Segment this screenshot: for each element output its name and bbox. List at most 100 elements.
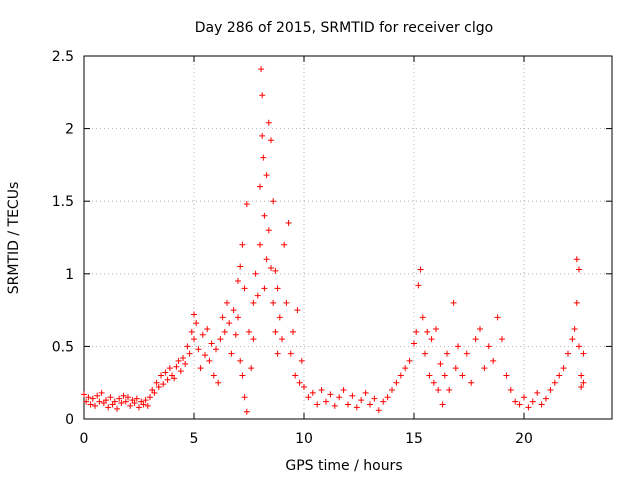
data-point	[349, 392, 356, 399]
data-point	[323, 398, 329, 405]
y-tick-label: 2.5	[52, 49, 74, 65]
data-point	[573, 299, 580, 306]
data-point	[206, 357, 213, 364]
data-point	[215, 379, 222, 386]
data-point	[578, 372, 585, 379]
data-point	[136, 404, 142, 411]
data-point	[116, 395, 123, 402]
data-point	[210, 372, 217, 379]
data-point	[239, 241, 246, 248]
data-point	[375, 407, 382, 414]
data-point	[144, 402, 151, 409]
data-point	[114, 405, 120, 412]
data-point	[265, 119, 272, 126]
data-point	[296, 379, 303, 386]
data-point	[184, 343, 191, 350]
x-tick-label: 10	[295, 431, 313, 447]
y-axis-label: SRMTID / TECUs	[6, 182, 22, 295]
data-point	[560, 365, 567, 372]
data-point	[477, 325, 483, 332]
data-point	[521, 394, 527, 401]
data-series	[81, 66, 587, 415]
data-point	[580, 350, 587, 357]
data-point	[389, 386, 395, 393]
data-point	[252, 270, 259, 277]
x-tick-label: 15	[405, 431, 423, 447]
data-point	[246, 328, 252, 335]
data-point	[250, 336, 257, 343]
data-point	[197, 365, 204, 372]
data-point	[221, 328, 228, 335]
data-point	[237, 263, 244, 270]
data-point	[257, 241, 263, 248]
data-point	[301, 384, 307, 391]
data-point	[127, 402, 134, 409]
data-point	[241, 394, 248, 401]
data-point	[503, 372, 510, 379]
data-point	[571, 325, 578, 332]
data-point	[331, 402, 338, 409]
data-point	[525, 404, 532, 411]
data-point	[111, 398, 118, 405]
data-point	[287, 350, 294, 357]
y-tick-label: 0	[65, 412, 74, 428]
data-point	[224, 299, 230, 306]
data-point	[507, 386, 514, 393]
y-tick-label: 2	[65, 122, 74, 138]
chart-title: Day 286 of 2015, SRMTID for receiver clg…	[195, 20, 493, 36]
data-point	[450, 299, 457, 306]
data-point	[402, 365, 409, 372]
data-point	[208, 340, 215, 347]
data-point	[499, 336, 505, 343]
data-point	[257, 183, 263, 190]
y-tick-label: 0.5	[52, 339, 74, 355]
data-point	[565, 350, 571, 357]
data-point	[580, 379, 587, 386]
data-point	[362, 389, 369, 396]
grid	[84, 56, 612, 419]
data-point	[158, 372, 164, 379]
data-point	[173, 363, 180, 370]
data-point	[437, 360, 444, 367]
data-point	[243, 408, 250, 415]
data-point	[494, 314, 501, 321]
data-point	[283, 299, 290, 306]
data-point	[228, 350, 235, 357]
data-point	[122, 398, 129, 405]
data-point	[147, 394, 153, 401]
data-point	[182, 360, 189, 367]
data-point	[516, 401, 523, 408]
data-point	[260, 154, 267, 161]
data-point	[81, 391, 87, 398]
data-point	[94, 392, 101, 399]
data-point	[336, 394, 343, 401]
data-point	[274, 350, 281, 357]
data-point	[250, 299, 257, 306]
data-point	[576, 343, 582, 350]
data-point	[268, 137, 274, 144]
data-point	[239, 372, 246, 379]
data-point	[188, 328, 195, 335]
data-point	[160, 381, 167, 388]
data-point	[270, 198, 277, 205]
data-point	[279, 336, 285, 343]
data-point	[261, 212, 268, 219]
data-point	[485, 343, 492, 350]
data-point	[87, 401, 94, 408]
data-point	[353, 404, 360, 411]
data-point	[417, 266, 424, 273]
data-point	[180, 355, 186, 362]
data-point	[397, 372, 404, 379]
data-point	[472, 336, 479, 343]
x-tick-label: 0	[80, 431, 89, 447]
data-point	[241, 285, 248, 292]
data-point	[237, 357, 244, 364]
data-point	[199, 331, 206, 338]
data-point	[573, 256, 580, 263]
data-point	[327, 391, 334, 398]
data-point	[406, 357, 413, 364]
x-tick-label: 5	[190, 431, 199, 447]
data-point	[83, 398, 90, 405]
data-point	[171, 375, 178, 382]
data-point	[578, 384, 585, 391]
